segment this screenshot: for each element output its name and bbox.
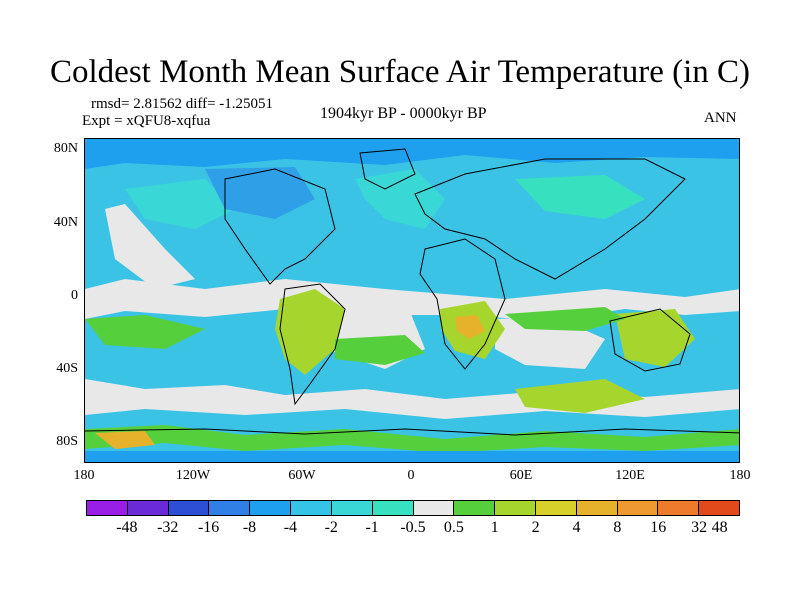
colorbar-box [658,501,700,515]
antarctica-green-band [85,425,739,453]
colorbar-box [454,501,496,515]
africa-yellow [455,315,485,339]
colorbar-label: 2 [531,519,540,536]
coast-australia [609,308,691,372]
temperature-map [84,138,740,463]
north-america-deep [205,167,315,219]
lon-label-120e: 120E [615,468,645,483]
colorbar-box [495,501,536,515]
lat-label-40n: 40N [53,215,78,230]
colorbar-label: -4 [283,519,298,536]
coast-antarctica [85,428,739,436]
siberia-teal [515,175,645,219]
colorbar-box [127,501,169,515]
colorbar-label: -48 [116,519,138,536]
colorbar-label: -2 [324,519,338,536]
rmsd-diff-text: rmsd= 2.81562 diff= -1.25051 [91,96,274,112]
indian-ocean-green [505,307,625,331]
lon-label-60w: 60W [288,468,316,483]
colorbar-box [372,501,414,515]
colorbar-box [291,501,332,515]
colorbar-box [250,501,292,515]
south-america-green [275,289,345,375]
colorbar-label: 16 [650,519,667,536]
south-pacific-green [85,315,205,349]
australia-green [615,309,695,367]
colorbar-box [699,501,739,515]
southern-ocean-green [515,379,645,413]
colorbar-box [413,501,455,515]
colorbar-box [617,501,659,515]
lon-label-120w: 120W [175,468,211,483]
colorbar-box [209,501,251,515]
experiment-text: Expt = xQFU8-xqfua [82,113,211,129]
chart-title: Coldest Month Mean Surface Air Temperatu… [50,54,750,90]
map-field [85,139,739,462]
lon-label-60e: 60E [509,468,533,483]
coast-greenland [359,148,416,190]
coast-africa [419,238,506,370]
colorbar-label: 8 [613,519,622,536]
season-text: ANN [704,110,737,126]
lon-label-180e: 180 [729,468,751,483]
colorbar-label: -1 [365,519,379,536]
colorbar-label: -16 [197,519,220,536]
colorbar-label: 48 [711,519,728,536]
colorbar-label: 4 [572,519,581,536]
colorbar-box [331,501,373,515]
colorbar-label: 0.5 [443,519,464,536]
coast-north-america [224,168,336,285]
colorbar-label: -8 [242,519,257,536]
lat-label-0: 0 [71,288,78,303]
north-atlantic-teal [355,169,445,229]
arctic-deep-blue [85,139,739,169]
lon-label-180w: 180 [73,468,95,483]
colorbar-box [535,501,577,515]
lat-label-40s: 40S [56,361,78,376]
colorbar [86,500,740,516]
colorbar-box [87,501,128,515]
time-period-text: 1904kyr BP - 0000kyr BP [320,105,487,122]
lon-label-0: 0 [407,468,415,483]
north-pacific-grey [105,204,195,289]
north-pacific-teal [125,179,235,229]
colorbar-label: -32 [157,519,179,536]
colorbar-box [168,501,210,515]
antarctica-yellow-patch [95,431,155,449]
colorbar-label: 32 [691,519,708,536]
colorbar-box [576,501,618,515]
antarctica-deep-blue [85,451,739,462]
coast-eurasia [414,158,686,280]
south-atlantic-green [335,335,425,365]
lat-label-80n: 80N [53,141,78,156]
colorbar-label: -0.5 [400,519,426,536]
colorbar-label: 1 [490,519,499,536]
lat-label-80s: 80S [56,434,78,449]
coast-south-america [279,283,346,406]
